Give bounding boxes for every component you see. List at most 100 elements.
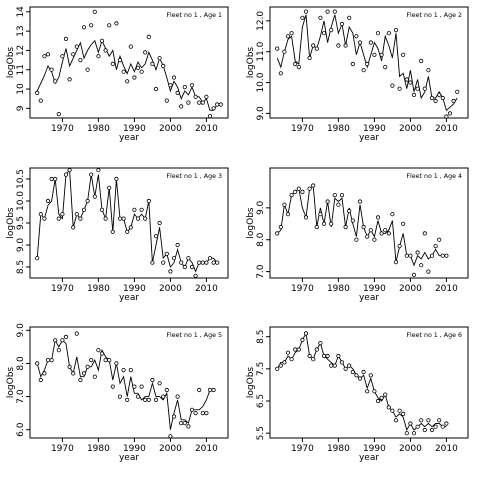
observation-point — [408, 421, 413, 426]
observation-point — [153, 397, 159, 402]
observation-point — [135, 65, 141, 70]
observation-point — [215, 102, 220, 107]
observation-point — [78, 377, 83, 383]
observation-point — [89, 357, 94, 363]
observation-point — [161, 260, 166, 265]
observation-point — [343, 224, 348, 230]
observation-point — [422, 86, 427, 91]
observation-point — [150, 377, 155, 383]
observation-point — [422, 427, 427, 433]
observation-point — [92, 9, 97, 14]
observation-point — [318, 212, 323, 217]
observation-point — [375, 398, 381, 404]
observation-point — [332, 363, 337, 368]
observation-point — [179, 104, 184, 109]
observation-point — [110, 384, 115, 389]
observation-point — [325, 9, 330, 14]
observation-point — [164, 98, 169, 103]
observation-point — [444, 114, 449, 119]
observation-point — [375, 31, 381, 36]
observation-point — [189, 264, 195, 270]
observation-point — [379, 395, 384, 400]
observation-point — [390, 408, 395, 413]
observation-point — [121, 69, 126, 74]
observation-point — [314, 46, 319, 51]
x-tick-label: 1970 — [51, 284, 74, 294]
observation-point — [42, 54, 47, 59]
y-tick-label: 13 — [16, 25, 26, 36]
observation-point — [171, 256, 177, 261]
observation-point — [49, 176, 54, 182]
x-tick-label: 2000 — [399, 124, 422, 134]
chart-panel-1: Fleet no 1 , Age 1 1970 1980 1990 2000 2010 9 1… — [6, 6, 229, 143]
y-axis-label: logObs — [6, 367, 16, 399]
observation-point — [146, 397, 151, 402]
plot-frame — [269, 167, 469, 279]
observation-point — [401, 52, 406, 57]
observation-point — [314, 224, 319, 230]
chart-panel-2: Fleet no 1 , Age 2 1970 1980 1990 2000 2010 9.… — [246, 6, 469, 143]
panel-title: Fleet no 1 , Age 1 — [166, 12, 222, 19]
observation-point — [325, 353, 330, 359]
observation-point — [143, 397, 148, 402]
observation-point — [354, 373, 359, 378]
observation-point — [110, 61, 115, 67]
observation-point — [193, 410, 198, 416]
observation-point — [121, 367, 126, 373]
observation-point — [303, 215, 309, 220]
observation-point — [361, 68, 366, 73]
observation-point — [318, 15, 323, 20]
observation-point — [289, 357, 294, 362]
observation-point — [285, 350, 291, 355]
observation-point — [103, 357, 108, 363]
observation-point — [339, 21, 345, 27]
observation-point — [99, 38, 105, 43]
observation-point — [197, 260, 202, 265]
x-tick-label: 1990 — [363, 444, 386, 454]
observation-point — [332, 9, 337, 14]
observation-point — [433, 244, 438, 249]
observation-point — [368, 228, 373, 233]
observation-point — [157, 381, 162, 386]
observation-point — [200, 260, 205, 265]
observation-point — [143, 50, 148, 55]
x-axis-label: year — [359, 133, 379, 143]
x-tick-label: 2010 — [435, 284, 458, 294]
observation-point — [81, 371, 87, 376]
observation-point — [132, 384, 137, 389]
observation-point — [197, 387, 202, 393]
x-tick-label: 1990 — [123, 444, 146, 454]
observation-point — [85, 198, 90, 204]
observation-point — [182, 420, 187, 426]
observation-point — [408, 253, 413, 258]
y-tick-label: 9 — [16, 105, 26, 111]
observation-point — [393, 418, 399, 423]
observation-point — [289, 193, 294, 198]
observation-point — [117, 394, 123, 399]
observation-point — [38, 212, 43, 217]
observation-point — [437, 237, 442, 242]
y-axis-label: logObs — [246, 47, 256, 79]
observation-point — [357, 40, 363, 45]
x-tick-label: 1970 — [51, 444, 74, 454]
observation-point — [368, 40, 373, 45]
y-tick-label: 11 — [16, 64, 26, 75]
observation-point — [179, 260, 184, 265]
observation-point — [339, 360, 345, 365]
observation-point — [128, 44, 133, 49]
observation-point — [447, 111, 453, 116]
observation-point — [422, 231, 427, 236]
y-tick-label: 6.0 — [16, 422, 26, 437]
observation-point — [107, 23, 112, 28]
observation-point — [296, 186, 301, 191]
observation-point — [429, 427, 435, 433]
observation-point — [347, 363, 352, 368]
observation-point — [71, 225, 76, 230]
x-tick-label: 1980 — [87, 284, 110, 294]
observation-point — [38, 377, 43, 383]
observation-point — [67, 168, 72, 173]
observation-point — [404, 431, 409, 436]
observation-point — [107, 357, 112, 363]
observation-point — [386, 405, 391, 410]
observation-point — [45, 198, 51, 204]
